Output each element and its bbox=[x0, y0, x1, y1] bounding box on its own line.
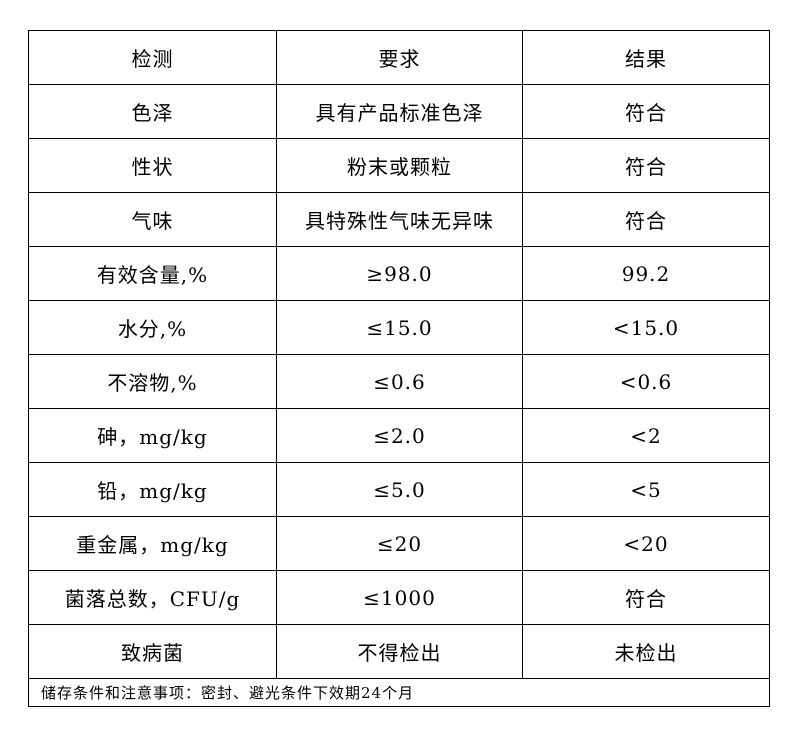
cell-requirement: 具特殊性气味无异味 bbox=[276, 192, 523, 247]
cell-result: <0.6 bbox=[522, 354, 770, 409]
cell-test: 重金属，mg/kg bbox=[28, 516, 277, 571]
note-row: 储存条件和注意事项：密封、避光条件下效期24个月 bbox=[28, 678, 770, 707]
cell-test: 致病菌 bbox=[28, 624, 277, 679]
cell-requirement: 具有产品标准色泽 bbox=[276, 84, 523, 139]
table-row: 砷，mg/kg ≤2.0 <2 bbox=[28, 408, 770, 463]
cell-test: 气味 bbox=[28, 192, 277, 247]
cell-result: 符合 bbox=[522, 84, 770, 139]
cell-test: 砷，mg/kg bbox=[28, 408, 277, 463]
storage-note: 储存条件和注意事项：密封、避光条件下效期24个月 bbox=[28, 678, 770, 707]
table-row: 致病菌 不得检出 未检出 bbox=[28, 624, 770, 679]
cell-result: 99.2 bbox=[522, 246, 770, 301]
cell-result: <15.0 bbox=[522, 300, 770, 355]
cell-test: 铅，mg/kg bbox=[28, 462, 277, 517]
header-test: 检测 bbox=[28, 30, 277, 85]
cell-result: 符合 bbox=[522, 570, 770, 625]
table-row: 重金属，mg/kg ≤20 <20 bbox=[28, 516, 770, 571]
cell-requirement: 不得检出 bbox=[276, 624, 523, 679]
cell-result: <5 bbox=[522, 462, 770, 517]
cell-result: <20 bbox=[522, 516, 770, 571]
table-row: 性状 粉末或颗粒 符合 bbox=[28, 138, 770, 193]
cell-requirement: ≤1000 bbox=[276, 570, 523, 625]
cell-requirement: ≤0.6 bbox=[276, 354, 523, 409]
header-requirement: 要求 bbox=[276, 30, 523, 85]
cell-test: 不溶物,% bbox=[28, 354, 277, 409]
cell-test: 性状 bbox=[28, 138, 277, 193]
cell-requirement: ≤15.0 bbox=[276, 300, 523, 355]
cell-requirement: ≥98.0 bbox=[276, 246, 523, 301]
cell-test: 水分,% bbox=[28, 300, 277, 355]
table-row: 气味 具特殊性气味无异味 符合 bbox=[28, 192, 770, 247]
table-header-row: 检测 要求 结果 bbox=[28, 30, 770, 85]
cell-test: 有效含量,% bbox=[28, 246, 277, 301]
table-row: 不溶物,% ≤0.6 <0.6 bbox=[28, 354, 770, 409]
cell-result: 未检出 bbox=[522, 624, 770, 679]
cell-requirement: ≤2.0 bbox=[276, 408, 523, 463]
table-row: 有效含量,% ≥98.0 99.2 bbox=[28, 246, 770, 301]
table-row: 菌落总数，CFU/g ≤1000 符合 bbox=[28, 570, 770, 625]
cell-result: <2 bbox=[522, 408, 770, 463]
table-row: 色泽 具有产品标准色泽 符合 bbox=[28, 84, 770, 139]
cell-result: 符合 bbox=[522, 192, 770, 247]
cell-test: 菌落总数，CFU/g bbox=[28, 570, 277, 625]
specification-table: 检测 要求 结果 色泽 具有产品标准色泽 符合 性状 粉末或颗粒 符合 气味 具特殊性气味无异… bbox=[28, 30, 770, 707]
cell-result: 符合 bbox=[522, 138, 770, 193]
cell-test: 色泽 bbox=[28, 84, 277, 139]
cell-requirement: ≤20 bbox=[276, 516, 523, 571]
header-result: 结果 bbox=[522, 30, 770, 85]
cell-requirement: ≤5.0 bbox=[276, 462, 523, 517]
table-row: 铅，mg/kg ≤5.0 <5 bbox=[28, 462, 770, 517]
cell-requirement: 粉末或颗粒 bbox=[276, 138, 523, 193]
table-row: 水分,% ≤15.0 <15.0 bbox=[28, 300, 770, 355]
